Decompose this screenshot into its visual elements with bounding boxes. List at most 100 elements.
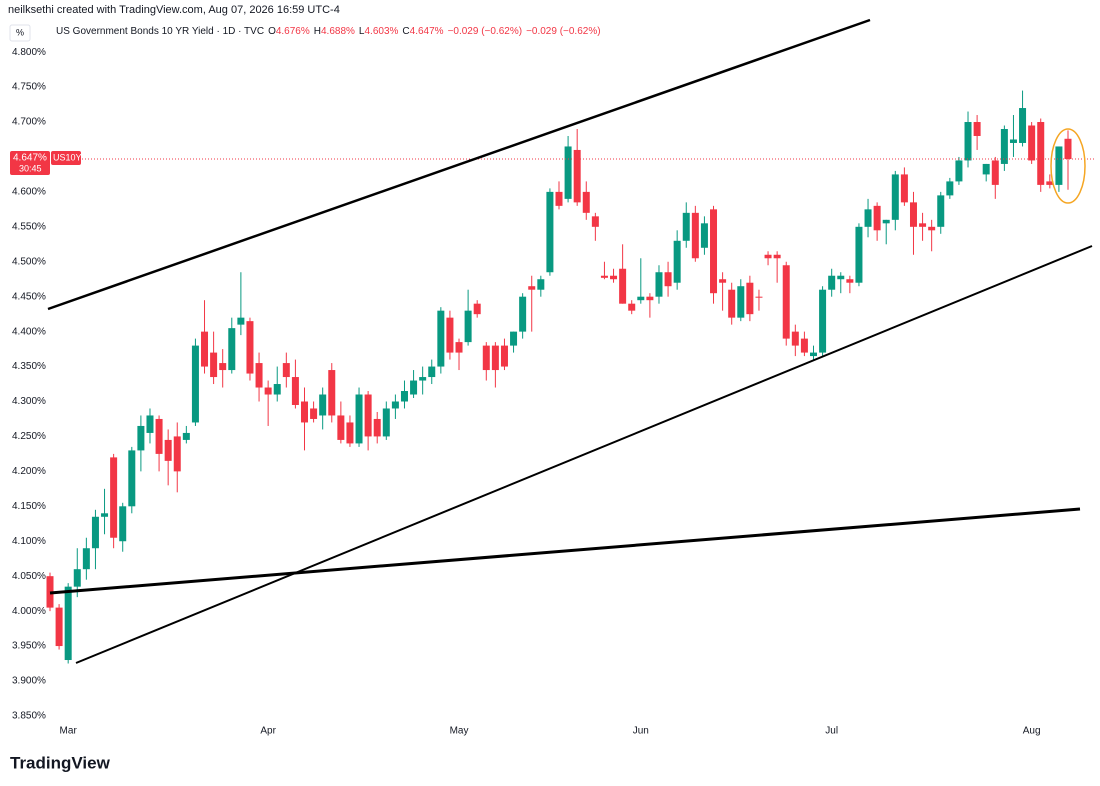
candle-body (628, 303, 636, 311)
candle-body (1000, 128, 1008, 164)
candle-body (773, 254, 781, 259)
unit: % (16, 27, 24, 37)
candle-body (537, 279, 545, 290)
candle-body (373, 418, 381, 437)
candle-body (582, 191, 590, 213)
candle-body (928, 226, 936, 231)
candle-body (919, 223, 927, 227)
candle-body (173, 436, 181, 472)
legend-change: −0.029 (−0.62%) (526, 26, 601, 37)
y-tick-label: 3.900% (12, 676, 46, 687)
candle-body (610, 275, 618, 280)
candle-body (91, 516, 99, 549)
candle-body (419, 377, 427, 381)
unit-box (9, 24, 31, 42)
x-tick-label: Mar (60, 726, 78, 737)
plot: 3.850% 3.900% 3.950% 4.000% 4.050% 4.100% 4.15… (12, 47, 1095, 737)
candle-body (455, 342, 463, 353)
candle-body (909, 202, 917, 227)
candle-body (882, 219, 890, 224)
candle-body (291, 377, 299, 405)
highlight-ellipse (1050, 128, 1086, 204)
legend-change: −0.029 (−0.62%) (448, 26, 523, 37)
y-tick-label: 3.950% (12, 641, 46, 652)
candle-body (382, 408, 390, 437)
candle-body (337, 415, 345, 440)
y-tick-label: 4.250% (12, 431, 46, 442)
legend-key: H (314, 26, 321, 37)
price-tag (10, 151, 50, 176)
y-tick-label: 3.850% (12, 711, 46, 722)
legend-key: L (359, 26, 365, 37)
candle-body (591, 216, 599, 227)
candle-body (310, 408, 318, 419)
y-tick-label: 4.800% (12, 47, 46, 58)
candle-body (128, 450, 136, 507)
candle-body (800, 338, 808, 353)
candle-body (237, 317, 245, 325)
x-tick-label: May (450, 726, 469, 737)
candle-body (1046, 181, 1054, 185)
y-tick-label: 4.350% (12, 361, 46, 372)
candle-body (464, 310, 472, 343)
legend-title: US Government Bonds 10 YR Yield · 1D · T… (56, 26, 264, 37)
candle-body (964, 122, 972, 161)
brand: TradingView (10, 753, 111, 772)
candle-body (782, 265, 790, 339)
candle-body (391, 401, 399, 409)
candle-body (510, 331, 518, 346)
candle-body (737, 286, 745, 318)
symbol-tag (51, 151, 81, 166)
candle-body (664, 272, 672, 287)
candle-body (728, 289, 736, 318)
candle-body (155, 418, 163, 454)
y-tick-label: 4.450% (12, 291, 46, 302)
candle-body (1019, 108, 1027, 143)
y-tick-label: 4.300% (12, 396, 46, 407)
candle-body (1064, 138, 1072, 160)
candle-body (246, 321, 254, 374)
candle-body (1055, 146, 1063, 185)
candle-body (482, 345, 490, 371)
candle-body (710, 209, 718, 294)
candle-body (755, 296, 763, 298)
x-tick-label: Aug (1023, 726, 1041, 737)
candle-body (873, 205, 881, 231)
candle-body (210, 352, 218, 378)
candle-body (600, 275, 608, 278)
candle-body (82, 548, 90, 570)
candle-body (700, 223, 708, 248)
candle-body (982, 163, 990, 175)
legend-value: 4.647% (410, 26, 444, 37)
legend-value: 4.603% (364, 26, 398, 37)
candle-body (819, 289, 827, 353)
candle-body (182, 432, 190, 440)
candle-body (164, 439, 172, 461)
trendline (49, 507, 1081, 595)
candle-body (691, 212, 699, 259)
legend-key: C (402, 26, 409, 37)
candle-body (228, 328, 236, 371)
candle-body (473, 303, 481, 315)
candle-body (973, 122, 981, 136)
candle-body (655, 272, 663, 297)
y-tick-label: 4.100% (12, 536, 46, 547)
candle-body (191, 345, 199, 423)
candle-body (855, 226, 863, 283)
candle-body (791, 331, 799, 346)
candle-body (500, 345, 508, 367)
legend-value: 4.676% (276, 26, 310, 37)
candle-body (410, 380, 418, 395)
credit: neilksethi created with TradingView.com,… (8, 4, 340, 16)
candle-body (810, 352, 817, 357)
candle-body (991, 160, 999, 185)
y-tick-label: 4.000% (12, 606, 46, 617)
legend-key: O (268, 26, 276, 37)
candle-body (428, 366, 436, 378)
candle-body (346, 422, 354, 444)
countdown: 30:45 (19, 163, 42, 173)
candle-body (282, 363, 290, 378)
candle-body (955, 160, 963, 182)
candle-body (555, 191, 563, 206)
candle-body (719, 279, 727, 283)
